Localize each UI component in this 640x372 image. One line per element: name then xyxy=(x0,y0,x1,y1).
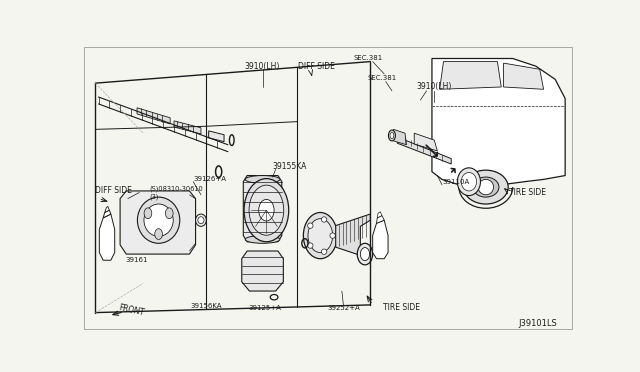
Circle shape xyxy=(478,179,493,195)
Ellipse shape xyxy=(473,177,499,197)
Polygon shape xyxy=(378,212,382,218)
Polygon shape xyxy=(137,108,170,124)
Polygon shape xyxy=(440,62,501,89)
Ellipse shape xyxy=(138,197,180,243)
Polygon shape xyxy=(397,137,451,164)
Ellipse shape xyxy=(144,204,173,236)
Text: 39110A: 39110A xyxy=(442,179,469,185)
Text: 39125+A: 39125+A xyxy=(248,305,282,311)
Polygon shape xyxy=(414,133,437,151)
Polygon shape xyxy=(99,214,115,260)
Polygon shape xyxy=(243,176,282,242)
Text: 3910(LH): 3910(LH) xyxy=(417,83,452,92)
Polygon shape xyxy=(209,131,224,142)
Text: SEC.381: SEC.381 xyxy=(353,55,383,61)
Text: FRONT: FRONT xyxy=(118,303,145,317)
Text: DIFF SIDE: DIFF SIDE xyxy=(95,186,132,195)
Ellipse shape xyxy=(388,130,396,141)
Ellipse shape xyxy=(244,179,289,242)
Ellipse shape xyxy=(245,176,280,183)
Ellipse shape xyxy=(144,208,152,219)
Polygon shape xyxy=(103,210,111,218)
Text: J39101LS: J39101LS xyxy=(518,319,557,328)
Text: 39156KA: 39156KA xyxy=(191,304,222,310)
Polygon shape xyxy=(242,251,284,291)
Ellipse shape xyxy=(308,219,333,253)
Polygon shape xyxy=(120,191,196,254)
Ellipse shape xyxy=(463,170,508,204)
Ellipse shape xyxy=(259,199,274,221)
Text: 39252+A: 39252+A xyxy=(327,305,360,311)
Polygon shape xyxy=(174,121,201,134)
Text: (S)08310-30610
(3): (S)08310-30610 (3) xyxy=(149,186,203,199)
Polygon shape xyxy=(376,216,384,223)
Ellipse shape xyxy=(165,208,173,219)
Ellipse shape xyxy=(390,132,394,139)
Circle shape xyxy=(321,217,327,222)
Text: TIRE SIDE: TIRE SIDE xyxy=(383,304,420,312)
Circle shape xyxy=(308,243,313,248)
Circle shape xyxy=(321,249,327,254)
Text: 39155KA: 39155KA xyxy=(273,162,307,171)
Circle shape xyxy=(330,233,335,238)
Polygon shape xyxy=(394,129,406,145)
Ellipse shape xyxy=(155,229,163,240)
Ellipse shape xyxy=(360,247,369,261)
Text: TIRE SIDE: TIRE SIDE xyxy=(509,188,546,197)
Polygon shape xyxy=(336,214,371,259)
Text: 3910(LH): 3910(LH) xyxy=(245,62,280,71)
Polygon shape xyxy=(504,63,543,89)
Text: SEC.381: SEC.381 xyxy=(367,75,397,81)
Text: 39161: 39161 xyxy=(126,257,148,263)
Ellipse shape xyxy=(249,185,284,235)
Ellipse shape xyxy=(458,168,481,196)
Ellipse shape xyxy=(357,243,372,265)
Polygon shape xyxy=(372,220,388,259)
Polygon shape xyxy=(105,206,109,212)
Text: DIFF SIDE: DIFF SIDE xyxy=(298,62,335,71)
Circle shape xyxy=(308,223,313,228)
Ellipse shape xyxy=(303,212,337,259)
Ellipse shape xyxy=(196,214,206,226)
Ellipse shape xyxy=(245,235,280,243)
Ellipse shape xyxy=(461,173,477,191)
Polygon shape xyxy=(432,58,565,187)
Ellipse shape xyxy=(198,217,204,224)
Text: 39126+A: 39126+A xyxy=(193,176,227,182)
